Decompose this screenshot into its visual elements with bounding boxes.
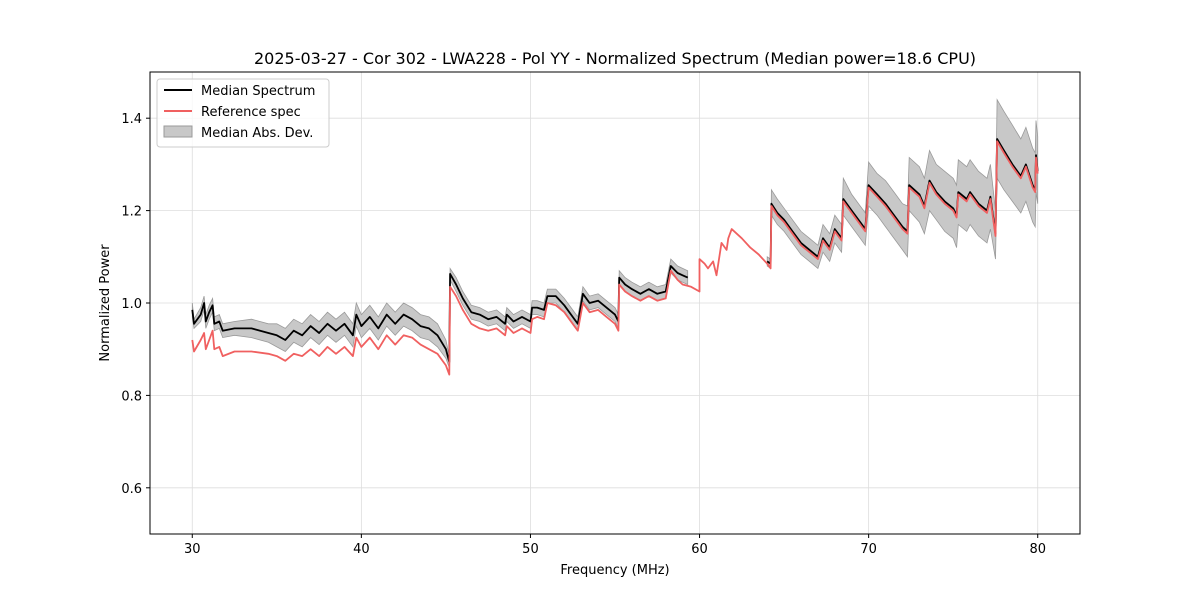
- legend-mad-label: Median Abs. Dev.: [201, 126, 313, 141]
- x-tick-label: 60: [691, 542, 708, 557]
- mad-band: [191, 258, 689, 368]
- x-tick-label: 40: [353, 542, 370, 557]
- x-tick-label: 50: [522, 542, 539, 557]
- x-axis-label: Frequency (MHz): [560, 563, 669, 578]
- series-lines: [191, 138, 1039, 376]
- mad-band: [766, 98, 1039, 270]
- x-tick-label: 70: [860, 542, 877, 557]
- y-tick-label: 0.6: [121, 482, 142, 497]
- plot-area: 30 40 50 60 70 80 0.6 0.8 1.0 1.2 1.4: [121, 71, 1081, 557]
- y-axis-label: Normalized Power: [98, 244, 113, 362]
- mad-band-layer: [191, 98, 1039, 368]
- legend-box: [156, 78, 330, 148]
- y-tick-label: 0.8: [121, 389, 142, 404]
- legend-reference-label: Reference spec: [201, 105, 301, 120]
- y-tick-label: 1.0: [121, 297, 142, 312]
- x-tick-label: 80: [1029, 542, 1046, 557]
- x-tick-label: 30: [184, 542, 201, 557]
- y-tick-label: 1.4: [121, 112, 142, 127]
- reference-spectrum-line: [191, 140, 1039, 376]
- median-spectrum-line: [191, 265, 689, 364]
- chart-title: 2025-03-27 - Cor 302 - LWA228 - Pol YY -…: [254, 49, 976, 68]
- legend: Median Spectrum Reference spec Median Ab…: [156, 78, 330, 148]
- legend-median-label: Median Spectrum: [201, 84, 315, 99]
- legend-mad-swatch: [163, 125, 193, 138]
- y-tick-label: 1.2: [121, 205, 142, 220]
- axis-ticks: 30 40 50 60 70 80 0.6 0.8 1.0 1.2 1.4: [121, 112, 1046, 557]
